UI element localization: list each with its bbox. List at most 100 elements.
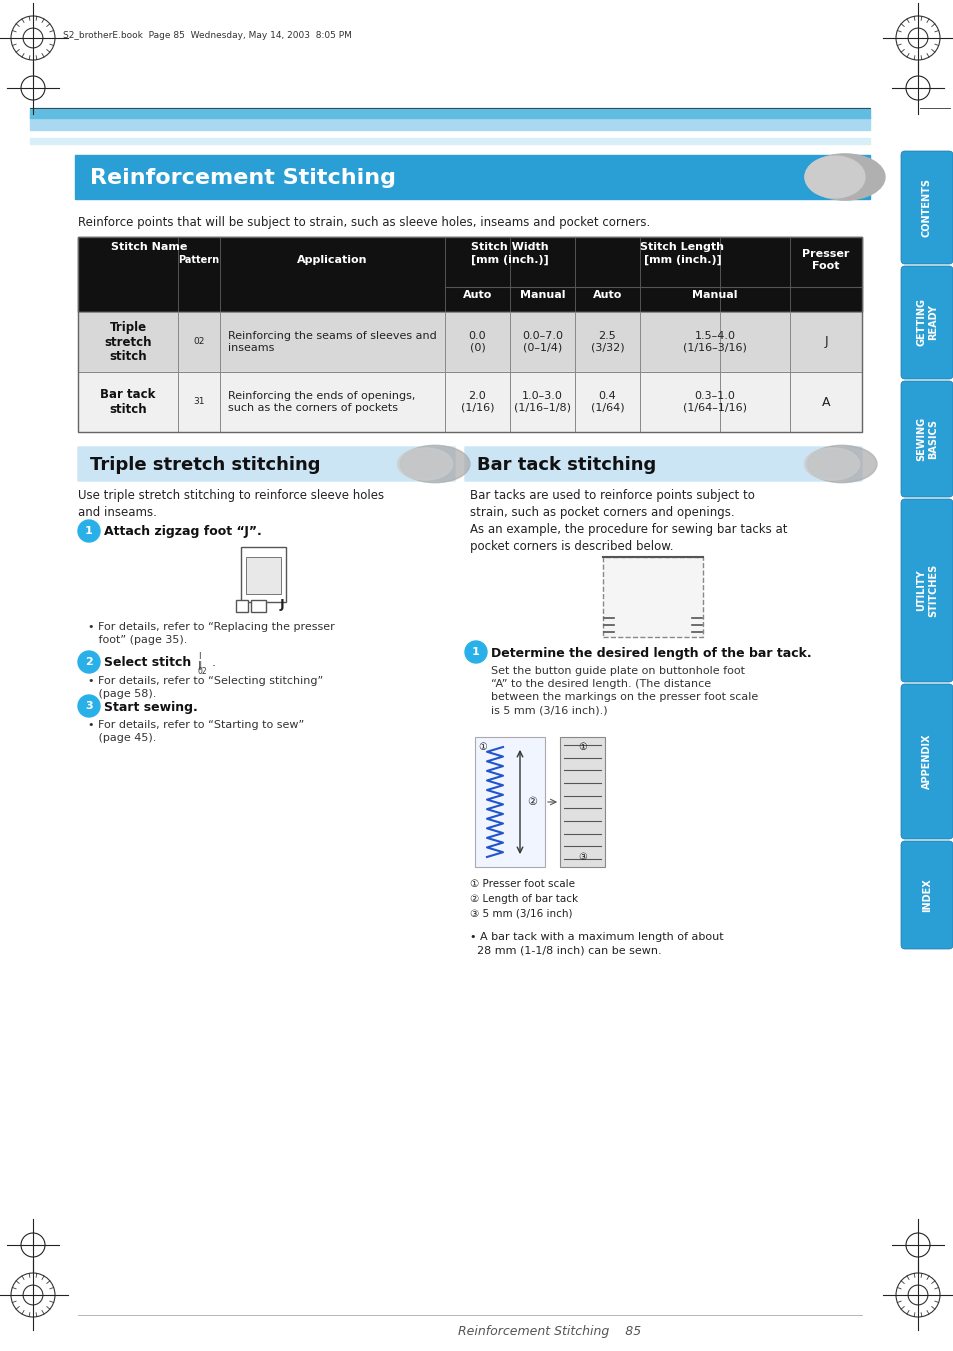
Text: 1: 1 xyxy=(85,526,92,536)
Bar xyxy=(78,236,862,432)
Bar xyxy=(78,372,862,432)
Text: 2: 2 xyxy=(85,657,92,667)
Bar xyxy=(30,108,869,118)
Bar xyxy=(241,547,286,603)
Text: SEWING
BASICS: SEWING BASICS xyxy=(915,417,937,461)
Circle shape xyxy=(907,28,927,47)
Bar xyxy=(252,600,266,612)
Text: Triple
stretch
stitch: Triple stretch stitch xyxy=(104,320,152,363)
Text: Bar tack
stitch: Bar tack stitch xyxy=(100,388,155,416)
Text: Reinforcement Stitching    85: Reinforcement Stitching 85 xyxy=(457,1325,641,1337)
FancyBboxPatch shape xyxy=(900,499,952,682)
Text: 1.0–3.0
(1/16–1/8): 1.0–3.0 (1/16–1/8) xyxy=(514,392,571,413)
Text: GETTING
READY: GETTING READY xyxy=(915,299,937,346)
Circle shape xyxy=(78,694,100,717)
Bar xyxy=(30,116,869,130)
Text: Reinforcing the seams of sleeves and
inseams: Reinforcing the seams of sleeves and ins… xyxy=(228,331,436,353)
Text: 02: 02 xyxy=(198,667,208,676)
Text: 0.0–7.0
(0–1/4): 0.0–7.0 (0–1/4) xyxy=(521,331,562,353)
FancyBboxPatch shape xyxy=(900,151,952,263)
FancyBboxPatch shape xyxy=(78,447,415,481)
Text: ②: ② xyxy=(526,797,537,807)
Text: Bar tacks are used to reinforce points subject to
strain, such as pocket corners: Bar tacks are used to reinforce points s… xyxy=(470,489,786,553)
Text: Stitch Name: Stitch Name xyxy=(111,242,187,253)
Bar xyxy=(78,236,862,312)
Text: ① Presser foot scale: ① Presser foot scale xyxy=(470,880,575,889)
Text: Reinforce points that will be subject to strain, such as sleeve holes, inseams a: Reinforce points that will be subject to… xyxy=(78,216,650,230)
Bar xyxy=(559,738,604,867)
Text: Determine the desired length of the bar tack.: Determine the desired length of the bar … xyxy=(491,647,811,659)
Text: Reinforcing the ends of openings,
such as the corners of pockets: Reinforcing the ends of openings, such a… xyxy=(228,390,415,413)
Bar xyxy=(603,557,702,638)
Circle shape xyxy=(23,1285,43,1305)
Ellipse shape xyxy=(804,157,864,197)
Bar xyxy=(75,155,869,199)
Text: 2.5
(3/32): 2.5 (3/32) xyxy=(590,331,623,353)
FancyBboxPatch shape xyxy=(464,447,821,481)
Text: 1: 1 xyxy=(472,647,479,657)
Bar xyxy=(78,312,862,372)
Text: • For details, refer to “Selecting stitching”
   (page 58).: • For details, refer to “Selecting stitc… xyxy=(88,676,323,700)
Text: 31: 31 xyxy=(193,397,205,407)
Text: APPENDIX: APPENDIX xyxy=(921,734,931,789)
Text: J: J xyxy=(279,598,283,611)
Bar xyxy=(246,557,281,594)
FancyBboxPatch shape xyxy=(78,447,455,481)
Text: Stitch Length
[mm (inch.)]: Stitch Length [mm (inch.)] xyxy=(639,242,723,265)
Text: .: . xyxy=(212,657,215,670)
Text: 02: 02 xyxy=(193,338,205,346)
Bar xyxy=(236,600,248,612)
Text: Auto: Auto xyxy=(462,290,492,300)
Text: A: A xyxy=(821,396,829,408)
Ellipse shape xyxy=(804,154,884,200)
Text: 0.0
(0): 0.0 (0) xyxy=(468,331,486,353)
Ellipse shape xyxy=(803,447,859,480)
Text: J: J xyxy=(823,335,827,349)
Text: Set the button guide plate on buttonhole foot
“A” to the desired length. (The di: Set the button guide plate on buttonhole… xyxy=(491,666,758,716)
FancyBboxPatch shape xyxy=(900,266,952,380)
Text: 1.5–4.0
(1/16–3/16): 1.5–4.0 (1/16–3/16) xyxy=(682,331,746,353)
Text: • For details, refer to “Replacing the presser
   foot” (page 35).: • For details, refer to “Replacing the p… xyxy=(88,621,335,646)
Text: Stitch Width
[mm (inch.)]: Stitch Width [mm (inch.)] xyxy=(471,242,548,265)
Text: Start sewing.: Start sewing. xyxy=(104,701,197,713)
Text: Manual: Manual xyxy=(519,290,565,300)
Text: ③ 5 mm (3/16 inch): ③ 5 mm (3/16 inch) xyxy=(470,909,572,919)
FancyBboxPatch shape xyxy=(900,842,952,948)
Text: 2.0
(1/16): 2.0 (1/16) xyxy=(460,392,494,413)
Text: Select stitch: Select stitch xyxy=(104,657,191,670)
Text: • A bar tack with a maximum length of about
  28 mm (1-1/8 inch) can be sewn.: • A bar tack with a maximum length of ab… xyxy=(470,932,723,955)
Text: 0.4
(1/64): 0.4 (1/64) xyxy=(590,392,623,413)
Text: Triple stretch stitching: Triple stretch stitching xyxy=(90,457,320,474)
Circle shape xyxy=(23,28,43,47)
Text: CONTENTS: CONTENTS xyxy=(921,178,931,236)
FancyBboxPatch shape xyxy=(464,447,862,481)
Text: Manual: Manual xyxy=(692,290,737,300)
Text: Presser
Foot: Presser Foot xyxy=(801,249,849,272)
Ellipse shape xyxy=(399,446,470,482)
Circle shape xyxy=(464,640,486,663)
Text: • For details, refer to “Starting to sew”
   (page 45).: • For details, refer to “Starting to sew… xyxy=(88,720,304,743)
Bar xyxy=(30,138,869,145)
Circle shape xyxy=(907,1285,927,1305)
Text: Reinforcement Stitching: Reinforcement Stitching xyxy=(90,168,395,188)
Text: ② Length of bar tack: ② Length of bar tack xyxy=(470,894,578,904)
Bar xyxy=(475,738,544,867)
Text: INDEX: INDEX xyxy=(921,878,931,912)
Circle shape xyxy=(78,651,100,673)
Circle shape xyxy=(78,520,100,542)
Text: Attach zigzag foot “J”.: Attach zigzag foot “J”. xyxy=(104,526,261,539)
Text: 3: 3 xyxy=(85,701,92,711)
Text: Bar tack stitching: Bar tack stitching xyxy=(476,457,656,474)
Ellipse shape xyxy=(806,446,876,482)
Text: UTILITY
STITCHES: UTILITY STITCHES xyxy=(915,563,937,617)
FancyBboxPatch shape xyxy=(900,381,952,497)
Text: ③: ③ xyxy=(578,852,586,862)
Text: Use triple stretch stitching to reinforce sleeve holes
and inseams.: Use triple stretch stitching to reinforc… xyxy=(78,489,384,519)
Text: Pattern: Pattern xyxy=(178,255,219,265)
Text: S2_brotherE.book  Page 85  Wednesday, May 14, 2003  8:05 PM: S2_brotherE.book Page 85 Wednesday, May … xyxy=(63,31,352,41)
Text: ①: ① xyxy=(578,742,586,753)
Text: Ⅰ
‖: Ⅰ ‖ xyxy=(198,653,202,670)
Text: ①: ① xyxy=(477,742,486,753)
Text: 0.3–1.0
(1/64–1/16): 0.3–1.0 (1/64–1/16) xyxy=(682,392,746,413)
Ellipse shape xyxy=(397,447,452,480)
